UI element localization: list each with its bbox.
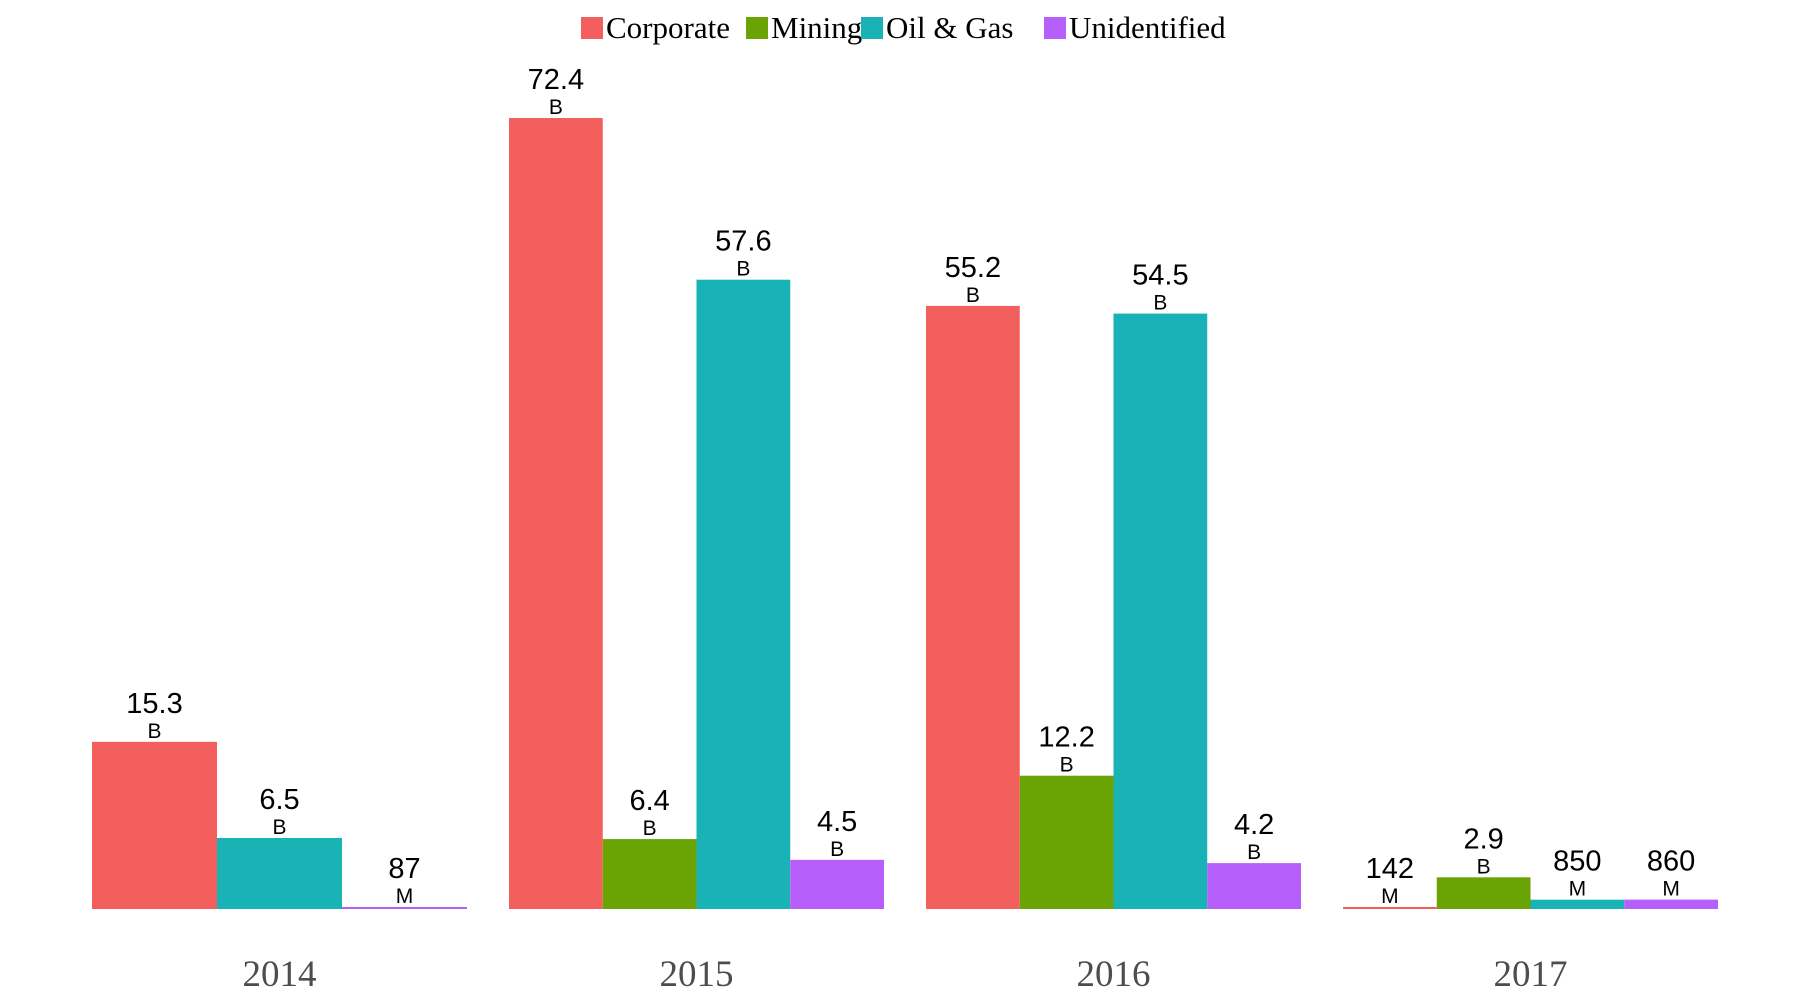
legend-label-oil-gas: Oil & Gas (886, 10, 1013, 45)
value-label-unidentified-2014: 87 (388, 853, 420, 885)
unit-label-oil-gas-2014: B (272, 816, 286, 839)
unit-label-unidentified-2016: B (1247, 841, 1261, 864)
value-label-oil-gas-2016: 54.5 (1132, 260, 1188, 292)
legend-swatch-mining (746, 17, 768, 39)
unit-label-mining-2015: B (643, 817, 657, 840)
legend-label-mining: Mining (771, 10, 862, 45)
legend-item-mining: Mining (746, 10, 862, 45)
legend-item-corporate: Corporate (581, 10, 730, 45)
bar-unidentified-2014 (342, 907, 467, 909)
unit-label-oil-gas-2015: B (736, 258, 750, 281)
unit-label-unidentified-2017: M (1662, 878, 1680, 901)
legend-label-corporate: Corporate (606, 10, 730, 45)
bar-unidentified-2016 (1207, 863, 1301, 909)
bar-corporate-2014 (92, 741, 217, 909)
unit-label-oil-gas-2017: M (1569, 878, 1587, 901)
value-label-oil-gas-2017: 850 (1553, 846, 1601, 878)
data-labels: 15.3B6.5B87M72.4B6.4B57.6B4.5B55.2B12.2B… (126, 64, 1695, 908)
x-tick-label-2016: 2016 (1077, 954, 1151, 995)
x-tick-label-2015: 2015 (660, 954, 734, 995)
unit-label-corporate-2017: M (1381, 885, 1399, 908)
bar-corporate-2016 (926, 305, 1020, 909)
unit-label-corporate-2015: B (549, 96, 563, 119)
bar-mining-2017 (1436, 877, 1531, 909)
value-label-corporate-2014: 15.3 (126, 688, 182, 720)
value-label-oil-gas-2014: 6.5 (259, 784, 299, 816)
value-label-unidentified-2016: 4.2 (1234, 809, 1274, 841)
value-label-corporate-2015: 72.4 (528, 64, 584, 96)
legend-label-unidentified: Unidentified (1069, 10, 1226, 45)
value-label-unidentified-2017: 860 (1647, 846, 1695, 878)
value-label-oil-gas-2015: 57.6 (715, 226, 771, 258)
value-label-corporate-2016: 55.2 (945, 252, 1001, 284)
bar-corporate-2017 (1343, 907, 1437, 909)
bar-mining-2016 (1019, 775, 1114, 909)
legend-swatch-corporate (581, 17, 603, 39)
bar-corporate-2015 (509, 118, 603, 909)
bar-unidentified-2017 (1624, 899, 1718, 909)
x-tick-label-2014: 2014 (243, 954, 317, 995)
value-label-mining-2015: 6.4 (629, 785, 669, 817)
unit-label-corporate-2016: B (966, 284, 980, 307)
bar-oil-gas-2017 (1530, 899, 1625, 909)
chart-legend: Corporate Mining Oil & Gas Unidentified (581, 10, 1226, 45)
legend-item-oil-gas: Oil & Gas (861, 10, 1013, 45)
unit-label-oil-gas-2016: B (1153, 292, 1167, 315)
x-tick-label-2017: 2017 (1494, 954, 1568, 995)
value-label-corporate-2017: 142 (1366, 853, 1414, 885)
value-label-mining-2016: 12.2 (1038, 722, 1094, 754)
bar-oil-gas-2015 (696, 279, 791, 909)
x-axis: 2014 2015 2016 2017 (243, 954, 1568, 995)
legend-swatch-oil-gas (861, 17, 883, 39)
unit-label-mining-2017: B (1477, 855, 1491, 878)
bar-unidentified-2015 (790, 859, 884, 909)
legend-item-unidentified: Unidentified (1044, 10, 1226, 45)
legend-swatch-unidentified (1044, 17, 1066, 39)
unit-label-corporate-2014: B (147, 720, 161, 743)
bar-mining-2015 (602, 839, 697, 909)
chart-bars (92, 118, 1718, 909)
value-label-mining-2017: 2.9 (1463, 823, 1503, 855)
bar-oil-gas-2016 (1113, 313, 1208, 909)
unit-label-unidentified-2014: M (396, 885, 414, 908)
unit-label-unidentified-2015: B (830, 838, 844, 861)
unit-label-mining-2016: B (1060, 754, 1074, 777)
value-label-unidentified-2015: 4.5 (817, 806, 857, 838)
bar-oil-gas-2014 (217, 837, 342, 909)
